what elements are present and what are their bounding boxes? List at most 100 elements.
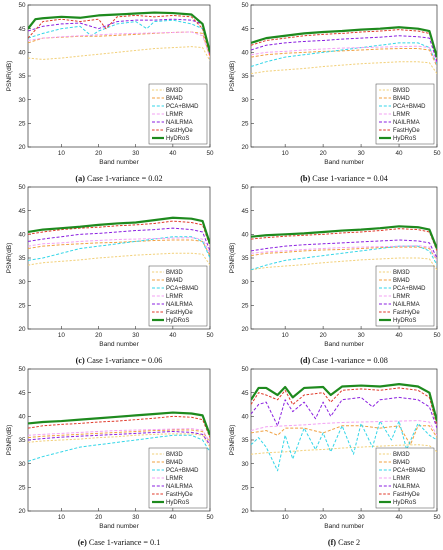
series-lines bbox=[28, 411, 210, 462]
series-line-hydros bbox=[251, 383, 437, 422]
x-tick-label: 10 bbox=[282, 332, 290, 339]
x-tick-label: 50 bbox=[433, 332, 441, 339]
series-line-bm3d bbox=[28, 46, 210, 62]
legend-entry: LRMR bbox=[166, 112, 184, 118]
legend-entry: BM4D bbox=[166, 278, 183, 284]
y-tick-label: 25 bbox=[18, 121, 26, 128]
series-line-pca-bm4d bbox=[251, 245, 437, 271]
y-tick-label: 40 bbox=[241, 414, 249, 421]
panel-caption-text: Case 1-variance = 0.08 bbox=[312, 356, 388, 365]
y-tick-label: 25 bbox=[18, 485, 26, 492]
y-tick-label: 45 bbox=[18, 208, 26, 215]
legend-entry: PCA+BM4D bbox=[393, 286, 426, 292]
panel-caption-text: Case 1-variance = 0.06 bbox=[87, 356, 163, 365]
legend-entry: LRMR bbox=[393, 294, 411, 300]
y-tick-label: 40 bbox=[18, 414, 26, 421]
legend: BM3D BM4D PCA+BM4D LRMR NAILRMA FastHyDe HyDRo… bbox=[148, 265, 208, 327]
y-tick-label: 45 bbox=[18, 26, 26, 33]
series-lines bbox=[251, 383, 437, 472]
legend-entry: HyDRoS bbox=[393, 136, 416, 142]
legend-entry: NAILRMA bbox=[393, 302, 420, 308]
x-tick-label: 40 bbox=[169, 332, 177, 339]
x-tick-label: 20 bbox=[320, 150, 328, 157]
y-tick-label: 50 bbox=[241, 2, 249, 9]
series-line-bm3d bbox=[251, 61, 437, 75]
y-tick-label: 40 bbox=[18, 50, 26, 57]
y-tick-label: 20 bbox=[18, 326, 26, 333]
series-line-bm4d bbox=[251, 425, 437, 446]
x-axis-label: Band number bbox=[324, 341, 364, 348]
legend: BM3D BM4D PCA+BM4D LRMR NAILRMA FastHyDe HyDRo… bbox=[375, 83, 435, 145]
panel-caption: (e) Case 1-variance = 0.1 bbox=[78, 538, 161, 547]
y-tick-label: 45 bbox=[18, 390, 26, 397]
y-tick-label: 35 bbox=[241, 73, 249, 80]
panel-caption-label: (d) bbox=[300, 356, 310, 365]
panel-caption: (b) Case 1-variance = 0.04 bbox=[300, 174, 388, 183]
series-line-bm4d bbox=[251, 246, 437, 261]
legend-entry: FastHyDe bbox=[166, 492, 193, 498]
legend-entry: LRMR bbox=[166, 294, 184, 300]
y-tick-label: 20 bbox=[241, 326, 249, 333]
series-line-bm3d bbox=[251, 257, 437, 271]
legend-entry: LRMR bbox=[393, 476, 411, 482]
y-tick-label: 20 bbox=[18, 508, 26, 515]
y-tick-label: 45 bbox=[241, 26, 249, 33]
y-tick-label: 30 bbox=[18, 461, 26, 468]
legend-entry: BM4D bbox=[393, 278, 410, 284]
y-tick-label: 20 bbox=[241, 508, 249, 515]
legend-entry: BM3D bbox=[393, 452, 410, 458]
series-line-bm4d bbox=[28, 429, 210, 443]
legend-entry: BM3D bbox=[393, 270, 410, 276]
y-tick-label: 50 bbox=[18, 2, 26, 9]
panel-caption-text: Case 1-variance = 0.02 bbox=[87, 174, 163, 183]
legend-entry: HyDRoS bbox=[393, 500, 416, 506]
series-lines bbox=[251, 225, 437, 271]
y-tick-label: 30 bbox=[241, 97, 249, 104]
y-tick-label: 35 bbox=[241, 255, 249, 262]
chart-panel-6: 20 25 30 35 40 45 50 10 20 30 40 50 Band number PSNR(… bbox=[229, 366, 441, 547]
series-line-nailrma bbox=[251, 35, 437, 62]
legend-entry: FastHyDe bbox=[166, 310, 193, 316]
series-line-nailrma bbox=[28, 18, 210, 55]
legend-entry: BM3D bbox=[166, 270, 183, 276]
y-axis-label: PSNR(dB) bbox=[6, 425, 13, 456]
y-tick-label: 40 bbox=[241, 50, 249, 57]
y-tick-label: 25 bbox=[241, 485, 249, 492]
x-tick-label: 30 bbox=[358, 332, 366, 339]
panel-caption-label: (e) bbox=[78, 538, 87, 547]
y-tick-label: 35 bbox=[18, 437, 26, 444]
series-line-lrmr bbox=[28, 31, 210, 58]
series-line-hydros bbox=[28, 411, 210, 436]
legend-entry: NAILRMA bbox=[166, 302, 193, 308]
panel-caption-text: Case 1-variance = 0.04 bbox=[312, 174, 388, 183]
legend-entry: FastHyDe bbox=[393, 128, 420, 134]
x-tick-label: 40 bbox=[396, 150, 404, 157]
x-tick-label: 20 bbox=[95, 514, 103, 521]
x-tick-label: 10 bbox=[282, 514, 290, 521]
y-tick-label: 25 bbox=[241, 303, 249, 310]
series-line-fasthyde bbox=[28, 415, 210, 438]
legend-entry: BM3D bbox=[166, 88, 183, 94]
legend-entry: HyDRoS bbox=[393, 318, 416, 324]
legend-entry: PCA+BM4D bbox=[393, 468, 426, 474]
chart-panel-5: 20 25 30 35 40 45 50 10 20 30 40 50 Band number PSNR(… bbox=[6, 366, 214, 547]
series-line-nailrma bbox=[28, 430, 210, 446]
chart-panel-2: 20 25 30 35 40 45 50 10 20 30 40 50 Band number PSNR(… bbox=[229, 2, 441, 183]
x-tick-label: 20 bbox=[95, 332, 103, 339]
legend-entry: NAILRMA bbox=[166, 484, 193, 490]
series-lines bbox=[251, 26, 437, 75]
y-axis-label: PSNR(dB) bbox=[229, 61, 236, 92]
y-axis-label: PSNR(dB) bbox=[229, 243, 236, 274]
x-axis-label: Band number bbox=[324, 523, 364, 530]
y-tick-label: 50 bbox=[18, 366, 26, 373]
chart-panel-1: 20 25 30 35 40 45 50 10 20 30 40 50 Band number PSNR(… bbox=[6, 2, 214, 183]
x-tick-label: 10 bbox=[58, 332, 66, 339]
legend: BM3D BM4D PCA+BM4D LRMR NAILRMA FastHyDe HyDRo… bbox=[148, 447, 208, 509]
panel-caption-text: Case 2 bbox=[338, 538, 360, 547]
y-tick-label: 50 bbox=[18, 184, 26, 191]
x-tick-label: 40 bbox=[169, 150, 177, 157]
series-line-hydros bbox=[28, 11, 210, 53]
panel-caption-label: (f) bbox=[328, 538, 336, 547]
legend-entry: PCA+BM4D bbox=[393, 104, 426, 110]
